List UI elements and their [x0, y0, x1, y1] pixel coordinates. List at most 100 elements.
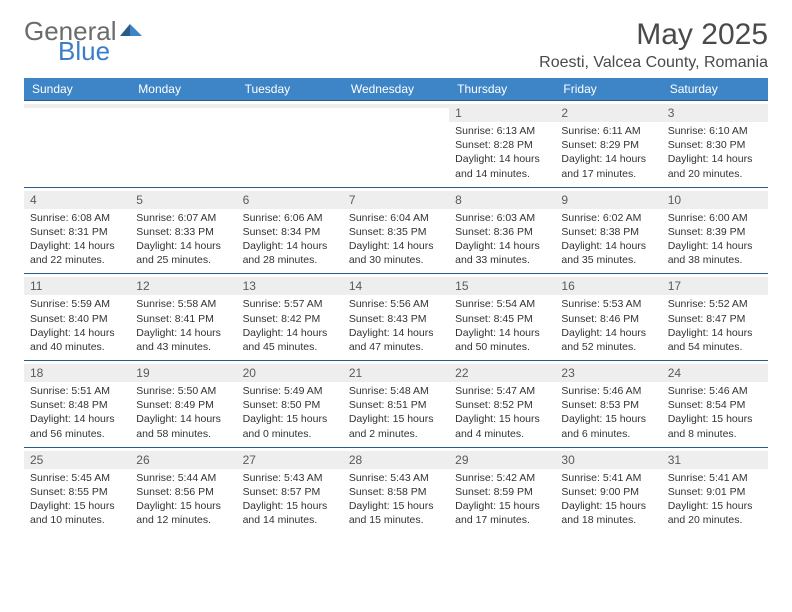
daylight-label: Daylight: 15 hours and 14 minutes. — [243, 499, 337, 527]
day-cell: 9Sunrise: 6:02 AMSunset: 8:38 PMDaylight… — [555, 188, 661, 274]
sunset-label: Sunset: 8:29 PM — [561, 138, 655, 152]
day-info: Sunrise: 6:10 AMSunset: 8:30 PMDaylight:… — [668, 124, 762, 181]
dow-friday: Friday — [555, 78, 661, 100]
sunrise-label: Sunrise: 6:08 AM — [30, 211, 124, 225]
sunrise-label: Sunrise: 5:50 AM — [136, 384, 230, 398]
day-cell: 15 Sunrise: 5:54 AMSunset: 8:45 PMDayligh… — [449, 274, 555, 360]
day-number: 30 — [561, 453, 655, 467]
sunset-label: Sunset: 9:01 PM — [668, 485, 762, 499]
daylight-label: Daylight: 15 hours and 8 minutes. — [668, 412, 762, 440]
day-number-band: 20 — [237, 364, 343, 382]
day-number-band: 30 — [555, 451, 661, 469]
day-number-band: 17 — [662, 277, 768, 295]
day-number-band: 22 — [449, 364, 555, 382]
sunrise-label: Sunrise: 6:03 AM — [455, 211, 549, 225]
daylight-label: Daylight: 14 hours and 58 minutes. — [136, 412, 230, 440]
weeks-container: 1Sunrise: 6:13 AMSunset: 8:28 PMDaylight… — [24, 100, 768, 533]
daylight-label: Daylight: 14 hours and 28 minutes. — [243, 239, 337, 267]
sunrise-label: Sunrise: 5:54 AM — [455, 297, 549, 311]
day-info: Sunrise: 5:48 AMSunset: 8:51 PMDaylight:… — [349, 384, 443, 441]
daylight-label: Daylight: 15 hours and 15 minutes. — [349, 499, 443, 527]
sunset-label: Sunset: 8:42 PM — [243, 312, 337, 326]
week-row: 25 Sunrise: 5:45 AMSunset: 8:55 PMDayligh… — [24, 447, 768, 534]
sunrise-label: Sunrise: 5:48 AM — [349, 384, 443, 398]
sunset-label: Sunset: 8:46 PM — [561, 312, 655, 326]
day-number: 19 — [136, 366, 230, 380]
day-number: 15 — [455, 279, 549, 293]
day-number-band: 4 — [24, 191, 130, 209]
daylight-label: Daylight: 14 hours and 20 minutes. — [668, 152, 762, 180]
day-info: Sunrise: 5:57 AMSunset: 8:42 PMDaylight:… — [243, 297, 337, 354]
day-info: Sunrise: 6:11 AMSunset: 8:29 PMDaylight:… — [561, 124, 655, 181]
daylight-label: Daylight: 14 hours and 52 minutes. — [561, 326, 655, 354]
dow-monday: Monday — [130, 78, 236, 100]
day-cell: 7Sunrise: 6:04 AMSunset: 8:35 PMDaylight… — [343, 188, 449, 274]
daylight-label: Daylight: 14 hours and 14 minutes. — [455, 152, 549, 180]
day-cell: 27Sunrise: 5:43 AMSunset: 8:57 PMDayligh… — [237, 448, 343, 534]
day-number-band: 26 — [130, 451, 236, 469]
sunset-label: Sunset: 8:59 PM — [455, 485, 549, 499]
day-info: Sunrise: 5:49 AMSunset: 8:50 PMDaylight:… — [243, 384, 337, 441]
day-number-band: 16 — [555, 277, 661, 295]
day-info: Sunrise: 5:41 AMSunset: 9:01 PMDaylight:… — [668, 471, 762, 528]
day-info: Sunrise: 5:59 AMSunset: 8:40 PMDaylight:… — [30, 297, 124, 354]
sunrise-label: Sunrise: 5:43 AM — [243, 471, 337, 485]
day-number: 29 — [455, 453, 549, 467]
daylight-label: Daylight: 14 hours and 33 minutes. — [455, 239, 549, 267]
sunset-label: Sunset: 8:28 PM — [455, 138, 549, 152]
day-number: 16 — [561, 279, 655, 293]
day-number-band: 31 — [662, 451, 768, 469]
daylight-label: Daylight: 14 hours and 50 minutes. — [455, 326, 549, 354]
day-info: Sunrise: 5:50 AMSunset: 8:49 PMDaylight:… — [136, 384, 230, 441]
day-info: Sunrise: 5:45 AMSunset: 8:55 PMDaylight:… — [30, 471, 124, 528]
day-number: 26 — [136, 453, 230, 467]
sunrise-label: Sunrise: 5:51 AM — [30, 384, 124, 398]
sunset-label: Sunset: 8:49 PM — [136, 398, 230, 412]
daylight-label: Daylight: 14 hours and 17 minutes. — [561, 152, 655, 180]
sunset-label: Sunset: 8:45 PM — [455, 312, 549, 326]
day-cell: 23Sunrise: 5:46 AMSunset: 8:53 PMDayligh… — [555, 361, 661, 447]
sunrise-label: Sunrise: 6:04 AM — [349, 211, 443, 225]
day-cell: 1Sunrise: 6:13 AMSunset: 8:28 PMDaylight… — [449, 101, 555, 187]
day-info: Sunrise: 5:41 AMSunset: 9:00 PMDaylight:… — [561, 471, 655, 528]
daylight-label: Daylight: 15 hours and 17 minutes. — [455, 499, 549, 527]
day-cell — [343, 101, 449, 187]
day-cell — [24, 101, 130, 187]
month-title: May 2025 — [539, 18, 768, 52]
day-of-week-header: Sunday Monday Tuesday Wednesday Thursday… — [24, 78, 768, 100]
sunrise-label: Sunrise: 5:53 AM — [561, 297, 655, 311]
brand-logo: GeneralBlue — [24, 18, 142, 70]
day-number: 25 — [30, 453, 124, 467]
day-info: Sunrise: 6:03 AMSunset: 8:36 PMDaylight:… — [455, 211, 549, 268]
daylight-label: Daylight: 15 hours and 10 minutes. — [30, 499, 124, 527]
day-info: Sunrise: 5:52 AMSunset: 8:47 PMDaylight:… — [668, 297, 762, 354]
day-info: Sunrise: 5:53 AMSunset: 8:46 PMDaylight:… — [561, 297, 655, 354]
sunrise-label: Sunrise: 5:59 AM — [30, 297, 124, 311]
daylight-label: Daylight: 14 hours and 45 minutes. — [243, 326, 337, 354]
day-number-band — [237, 104, 343, 108]
sunrise-label: Sunrise: 6:06 AM — [243, 211, 337, 225]
sunset-label: Sunset: 8:38 PM — [561, 225, 655, 239]
day-number: 2 — [561, 106, 655, 120]
day-number: 22 — [455, 366, 549, 380]
day-info: Sunrise: 5:42 AMSunset: 8:59 PMDaylight:… — [455, 471, 549, 528]
sunset-label: Sunset: 8:55 PM — [30, 485, 124, 499]
day-number: 12 — [136, 279, 230, 293]
day-number-band: 23 — [555, 364, 661, 382]
day-number-band: 28 — [343, 451, 449, 469]
sunrise-label: Sunrise: 6:00 AM — [668, 211, 762, 225]
location-label: Roesti, Valcea County, Romania — [539, 54, 768, 72]
sunset-label: Sunset: 8:48 PM — [30, 398, 124, 412]
sunset-label: Sunset: 8:54 PM — [668, 398, 762, 412]
day-number: 4 — [30, 193, 124, 207]
day-cell: 16 Sunrise: 5:53 AMSunset: 8:46 PMDayligh… — [555, 274, 661, 360]
day-info: Sunrise: 5:56 AMSunset: 8:43 PMDaylight:… — [349, 297, 443, 354]
sunrise-label: Sunrise: 5:42 AM — [455, 471, 549, 485]
daylight-label: Daylight: 14 hours and 56 minutes. — [30, 412, 124, 440]
daylight-label: Daylight: 15 hours and 2 minutes. — [349, 412, 443, 440]
day-cell: 31 Sunrise: 5:41 AMSunset: 9:01 PMDayligh… — [662, 448, 768, 534]
sunset-label: Sunset: 8:30 PM — [668, 138, 762, 152]
day-cell: 6Sunrise: 6:06 AMSunset: 8:34 PMDaylight… — [237, 188, 343, 274]
day-number-band — [130, 104, 236, 108]
sunset-label: Sunset: 8:40 PM — [30, 312, 124, 326]
